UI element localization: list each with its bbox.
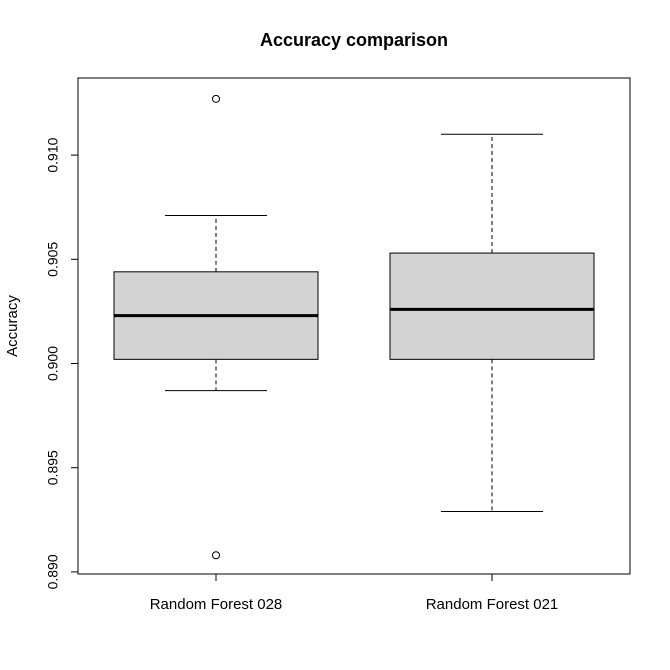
outlier-point <box>212 94 220 103</box>
y-tick-label: 0.900 <box>45 346 61 381</box>
chart-title: Accuracy comparison <box>260 30 448 50</box>
iqr-box <box>389 252 595 360</box>
outlier-point <box>212 551 220 560</box>
y-axis-label: Accuracy <box>4 295 21 357</box>
y-tick-label: 0.890 <box>45 554 61 589</box>
y-tick-label: 0.910 <box>45 137 61 172</box>
x-axis: Random Forest 028 Random Forest 021 <box>150 574 559 613</box>
boxes-group <box>113 94 595 560</box>
x-tick-label: Random Forest 021 <box>426 596 559 613</box>
y-axis: 0.890 0.895 0.900 0.905 0.910 <box>45 137 79 589</box>
y-tick-label: 0.905 <box>45 242 61 277</box>
x-tick-label: Random Forest 028 <box>150 596 283 613</box>
box-1 <box>113 94 319 560</box>
y-tick-label: 0.895 <box>45 450 61 485</box>
box-2 <box>389 133 595 512</box>
